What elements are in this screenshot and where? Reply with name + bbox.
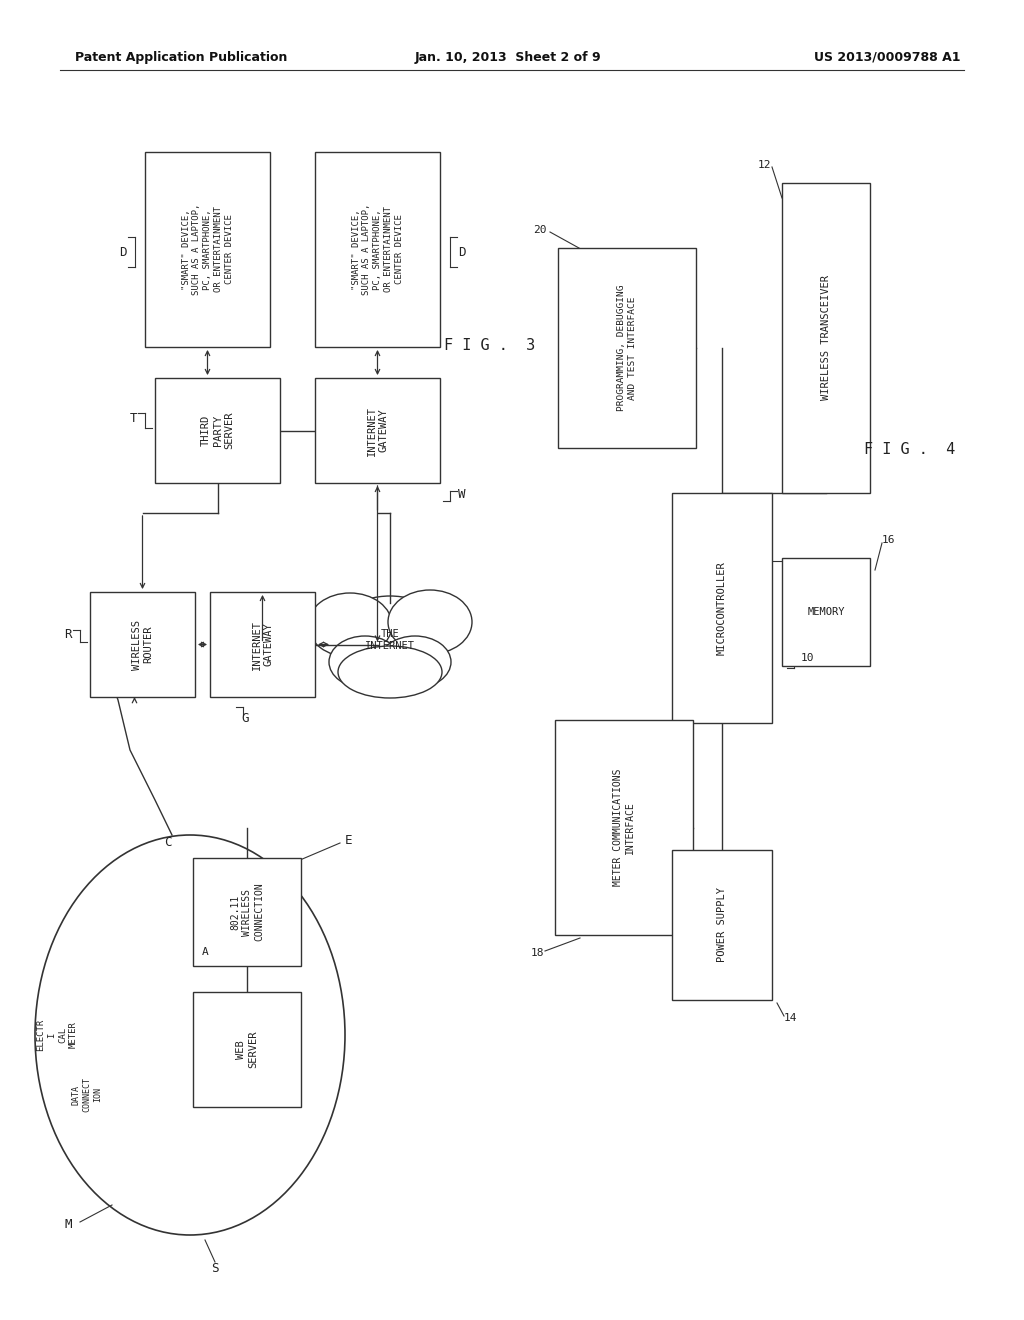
- Text: PROGRAMMING, DEBUGGING
AND TEST INTERFACE: PROGRAMMING, DEBUGGING AND TEST INTERFAC…: [617, 285, 637, 412]
- Text: R: R: [65, 627, 72, 640]
- Text: M: M: [65, 1218, 72, 1232]
- Bar: [558, 248, 696, 447]
- Ellipse shape: [338, 645, 442, 698]
- Text: W: W: [459, 488, 466, 502]
- Text: ELECTR
I
CAL
METER: ELECTR I CAL METER: [37, 1019, 78, 1051]
- Bar: [145, 152, 270, 347]
- Bar: [555, 719, 693, 935]
- Text: "SMART" DEVICE,
SUCH AS A LAPTOP,
PC, SMARTPHONE,
OR ENTERTAINMENT
CENTER DEVICE: "SMART" DEVICE, SUCH AS A LAPTOP, PC, SM…: [351, 203, 403, 296]
- Bar: [210, 591, 315, 697]
- Text: 20: 20: [534, 224, 547, 235]
- Text: 14: 14: [783, 1012, 797, 1023]
- Bar: [782, 558, 870, 667]
- Text: C: C: [164, 837, 172, 850]
- Text: G: G: [242, 713, 249, 726]
- Bar: [672, 492, 772, 723]
- Text: WEB
SERVER: WEB SERVER: [236, 1031, 258, 1068]
- Text: WIRELESS
ROUTER: WIRELESS ROUTER: [131, 619, 154, 669]
- Text: METER COMMUNICATIONS
INTERFACE: METER COMMUNICATIONS INTERFACE: [613, 768, 635, 886]
- Text: S: S: [211, 1262, 219, 1275]
- Text: F I G .  3: F I G . 3: [444, 338, 536, 352]
- Text: Jan. 10, 2013  Sheet 2 of 9: Jan. 10, 2013 Sheet 2 of 9: [415, 50, 602, 63]
- Text: MICROCONTROLLER: MICROCONTROLLER: [717, 561, 727, 655]
- Text: INTERNET
GATEWAY: INTERNET GATEWAY: [367, 405, 388, 455]
- Text: 802.11
WIRELESS
CONNECTION: 802.11 WIRELESS CONNECTION: [230, 883, 264, 941]
- Bar: [90, 591, 195, 697]
- Text: MEMORY: MEMORY: [807, 607, 845, 616]
- Text: 10: 10: [800, 653, 814, 663]
- Ellipse shape: [388, 590, 472, 653]
- Text: 16: 16: [882, 535, 895, 545]
- Ellipse shape: [329, 636, 401, 688]
- Text: US 2013/0009788 A1: US 2013/0009788 A1: [813, 50, 961, 63]
- Text: THE
INTERNET: THE INTERNET: [365, 630, 415, 651]
- Bar: [193, 993, 301, 1107]
- Bar: [672, 850, 772, 1001]
- Text: D: D: [459, 246, 466, 259]
- Ellipse shape: [379, 636, 451, 688]
- Ellipse shape: [35, 836, 345, 1236]
- Text: 12: 12: [758, 160, 771, 170]
- Bar: [315, 378, 440, 483]
- Text: Patent Application Publication: Patent Application Publication: [75, 50, 288, 63]
- Bar: [782, 183, 870, 492]
- Text: WIRELESS TRANSCEIVER: WIRELESS TRANSCEIVER: [821, 276, 831, 400]
- Text: 18: 18: [530, 948, 544, 958]
- Text: INTERNET
GATEWAY: INTERNET GATEWAY: [252, 619, 273, 669]
- Text: A: A: [202, 946, 208, 957]
- Text: "SMART" DEVICE,
SUCH AS A LAPTOP,
PC, SMARTPHONE,
OR ENTERTAINMENT
CENTER DEVICE: "SMART" DEVICE, SUCH AS A LAPTOP, PC, SM…: [181, 203, 233, 296]
- Bar: [315, 152, 440, 347]
- Text: DATA
CONNECT
ION: DATA CONNECT ION: [72, 1077, 102, 1113]
- Bar: [193, 858, 301, 966]
- Text: F I G .  4: F I G . 4: [864, 442, 955, 458]
- Ellipse shape: [308, 593, 392, 657]
- Bar: [155, 378, 280, 483]
- Text: T: T: [129, 412, 137, 425]
- Text: D: D: [119, 246, 127, 259]
- Text: POWER SUPPLY: POWER SUPPLY: [717, 887, 727, 962]
- Text: E: E: [344, 833, 352, 846]
- Ellipse shape: [332, 597, 449, 680]
- Text: THIRD
PARTY
SERVER: THIRD PARTY SERVER: [201, 412, 234, 449]
